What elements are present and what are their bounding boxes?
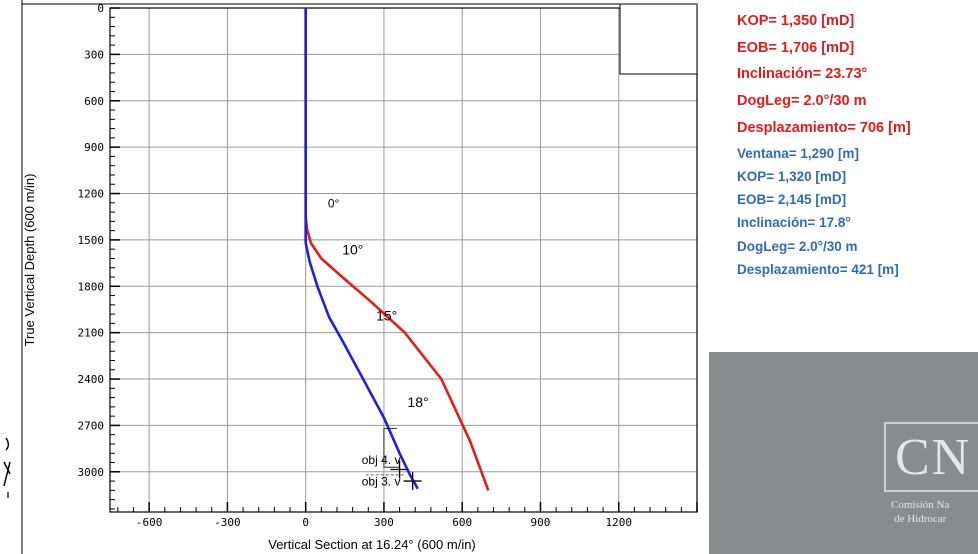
corner-blank-box [619,3,698,75]
chart-series [304,8,490,491]
chart-annotation-3: 18° [407,394,428,410]
chart-annotation-4: obj 4. v [362,453,401,467]
y-axis-label: True Vertical Depth (600 m/in) [22,174,37,347]
logo-emblem-frame [884,422,978,492]
x-axis-ticks: -600 -300 0 300 600 900 1200 [117,502,698,529]
y-tick-label-8: 2400 [78,373,105,386]
chart-annotation-1: 10° [342,242,363,258]
y-tick-label-5: 1500 [78,234,105,247]
x-tick-label-6: 1200 [605,516,632,529]
chart-frame [21,0,698,554]
param-red-displacement: Desplazamiento= 706 [m] [737,119,911,136]
y-axis-ticks: 0 300 600 900 1200 1500 1800 2100 2400 2700 3000 [78,2,120,510]
x-axis-label: Vertical Section at 16.24° (600 m/in) [268,537,476,552]
series-line-1 [304,8,419,490]
y-tick-label-4: 1200 [78,188,105,201]
chart-grid [110,7,697,512]
x-tick-label-5: 900 [531,516,551,529]
left-edge-fragment [3,437,11,498]
param-blue-kop: KOP= 1,320 [mD] [737,168,847,184]
y-tick-label-3: 900 [84,141,104,154]
param-red-eob: EOB= 1,706 [mD] [737,39,855,56]
chart-annotation-2: 15° [376,307,397,323]
chart-annotations: 0° 10° 15° 18° obj 4. v obj 3. v [328,196,429,488]
y-tick-label-0: 0 [97,2,104,15]
y-tick-label-1: 300 [84,48,104,61]
param-blue-dogleg: DogLeg= 2.0°/30 m [737,238,858,254]
logo-caption-line-2: de Hidrocar [894,513,947,525]
logo-mark: CN [895,429,972,486]
y-tick-label-9: 2700 [78,419,105,432]
logo-caption-line-1: Comisión Na [891,499,950,511]
param-red-kop: KOP= 1,350 [mD] [737,13,855,29]
x-tick-label-1: -300 [214,516,241,529]
param-blue-eob: EOB= 2,145 [mD] [737,192,847,208]
y-tick-label-2: 600 [84,95,104,108]
chart-annotation-5: obj 3. v [362,475,401,489]
param-red-inclination: Inclinación= 23.73° [737,66,868,83]
x-tick-label-0: -600 [136,516,163,529]
x-tick-label-2: 0 [302,516,309,529]
cnh-logo: CN Comisión Na de Hidrocar [709,352,978,554]
x-tick-label-3: 300 [374,516,394,529]
target-markers [365,428,422,491]
target-bracket [383,428,400,468]
y-tick-label-7: 2100 [78,327,105,340]
param-blue-window: Ventana= 1,290 [m] [737,145,859,161]
plot-border [109,7,698,513]
logo-caption: Comisión Na de Hidrocar [891,498,949,526]
well-parameters-panel: KOP= 1,350 [mD] EOB= 1,706 [mD] Inclinac… [737,8,977,281]
param-red-dogleg: DogLeg= 2.0°/30 m [737,93,867,110]
chart-annotation-0: 0° [328,196,340,210]
y-tick-label-10: 3000 [78,466,105,479]
y-tick-label-6: 1800 [78,280,105,293]
param-blue-displacement: Desplazamiento= 421 [m] [737,262,899,277]
series-line-0 [304,8,490,491]
param-blue-inclination: Inclinación= 17.8° [737,215,851,231]
x-tick-label-4: 600 [452,516,472,529]
